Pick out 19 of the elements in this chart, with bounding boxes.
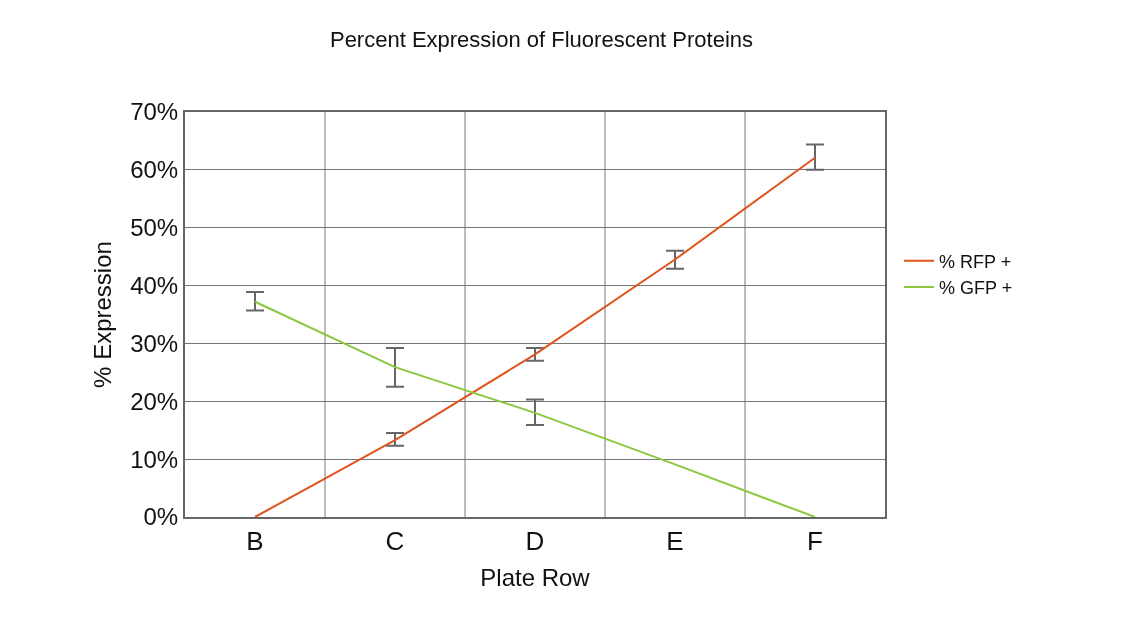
x-tick-label: F bbox=[807, 526, 823, 557]
x-tick-label: B bbox=[246, 526, 264, 557]
x-tick-label: E bbox=[666, 526, 684, 557]
chart-title: Percent Expression of Fluorescent Proteins bbox=[329, 27, 754, 53]
x-axis-title: Plate Row bbox=[480, 564, 591, 591]
legend-label: % GFP + bbox=[939, 278, 1013, 299]
y-tick-label: 0% bbox=[143, 503, 179, 531]
y-tick-label: 10% bbox=[130, 445, 179, 473]
legend-label: % RFP + bbox=[939, 251, 1012, 272]
x-tick-label: D bbox=[525, 526, 545, 557]
y-tick-label: 30% bbox=[130, 329, 179, 357]
y-tick-label: 40% bbox=[130, 271, 179, 299]
x-tick-label: C bbox=[385, 526, 405, 557]
y-tick-label: 70% bbox=[130, 98, 179, 126]
y-tick-label: 50% bbox=[130, 214, 179, 242]
line-series bbox=[254, 156, 816, 517]
y-tick-label: 60% bbox=[130, 156, 179, 184]
y-axis-title: % Expression bbox=[88, 241, 116, 388]
y-tick-label: 20% bbox=[130, 387, 179, 415]
